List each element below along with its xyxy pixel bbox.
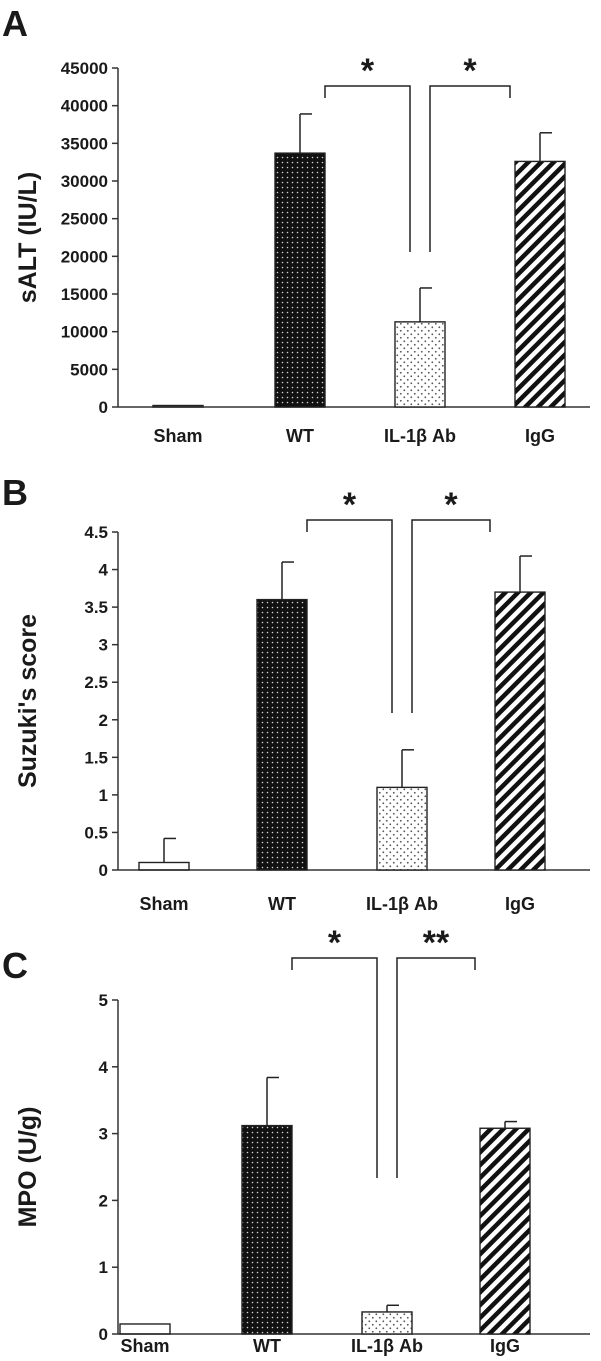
significance-label: ** xyxy=(423,924,450,962)
y-tick-label: 0 xyxy=(99,1325,108,1344)
category-label: IL-1β Ab xyxy=(351,1336,423,1356)
y-tick-label: 2 xyxy=(99,1191,108,1210)
significance-label: * xyxy=(328,924,342,962)
y-tick-label: 30000 xyxy=(61,172,108,191)
y-tick-label: 40000 xyxy=(61,97,108,116)
significance-label: * xyxy=(361,52,375,90)
y-tick-label: 15000 xyxy=(61,285,108,304)
y-tick-label: 5000 xyxy=(70,360,108,379)
bar-il-1-ab xyxy=(376,786,428,871)
category-label: IgG xyxy=(490,1336,520,1356)
significance-label: * xyxy=(463,52,477,90)
y-tick-label: 4 xyxy=(99,1058,109,1077)
significance-bracket xyxy=(306,519,393,713)
panel-letter: B xyxy=(2,472,28,513)
category-label: WT xyxy=(268,894,296,914)
y-tick-label: 2 xyxy=(99,711,108,730)
category-label: IL-1β Ab xyxy=(384,426,456,446)
y-tick-label: 5 xyxy=(99,991,108,1010)
significance-label: * xyxy=(444,486,458,524)
y-tick-label: 4 xyxy=(99,561,109,580)
significance-bracket xyxy=(429,85,511,252)
y-axis-label: sALT (IU/L) xyxy=(14,172,42,303)
bar-wt xyxy=(274,152,326,408)
y-tick-label: 0 xyxy=(99,398,108,417)
chart-panel-b: B 0 0.5 1 1.5 2 2.5 3 3.5 4 4.5 Suzuki's score Sham W… xyxy=(2,472,590,914)
bar-il-1-ab xyxy=(361,1311,413,1335)
bar-igg xyxy=(494,591,546,871)
category-label: WT xyxy=(253,1336,281,1356)
y-tick-label: 25000 xyxy=(61,210,108,229)
significance-bracket xyxy=(411,519,491,713)
bar-igg xyxy=(514,160,566,408)
y-tick-label: 4.5 xyxy=(84,523,108,542)
chart-panel-a: A 0 5000 10000 15000 20000 25000 30000 35000 4000… xyxy=(2,3,590,446)
bar-wt xyxy=(256,598,308,871)
y-axis-label: MPO (U/g) xyxy=(14,1107,42,1228)
significance-bracket xyxy=(291,957,378,1178)
y-tick-label: 0.5 xyxy=(84,823,108,842)
category-label: IgG xyxy=(525,426,555,446)
panel-letter: A xyxy=(2,3,28,44)
y-tick-label: 2.5 xyxy=(84,673,108,692)
significance-bracket xyxy=(324,85,411,252)
y-tick-label: 1 xyxy=(99,1258,108,1277)
y-tick-label: 10000 xyxy=(61,323,108,342)
category-label: IL-1β Ab xyxy=(366,894,438,914)
bar-sham xyxy=(119,1323,171,1335)
bar-igg xyxy=(479,1127,531,1335)
y-tick-label: 1 xyxy=(99,786,108,805)
significance-bracket xyxy=(396,957,476,1178)
y-tick-label: 3 xyxy=(99,1125,108,1144)
bar-il-1-ab xyxy=(394,321,446,408)
y-tick-label: 20000 xyxy=(61,247,108,266)
bar-wt xyxy=(241,1124,293,1335)
bar-sham xyxy=(152,404,204,408)
y-tick-label: 45000 xyxy=(61,59,108,78)
y-axis-label: Suzuki's score xyxy=(14,614,42,788)
y-tick-label: 1.5 xyxy=(84,748,108,767)
y-tick-label: 35000 xyxy=(61,134,108,153)
bar-sham xyxy=(138,861,190,871)
y-tick-label: 0 xyxy=(99,861,108,880)
category-label: Sham xyxy=(120,1336,169,1356)
panel-letter: C xyxy=(2,945,28,986)
category-label: WT xyxy=(286,426,314,446)
category-label: Sham xyxy=(153,426,202,446)
category-label: IgG xyxy=(505,894,535,914)
category-label: Sham xyxy=(139,894,188,914)
significance-label: * xyxy=(343,486,357,524)
y-tick-label: 3.5 xyxy=(84,598,108,617)
y-tick-label: 3 xyxy=(99,636,108,655)
